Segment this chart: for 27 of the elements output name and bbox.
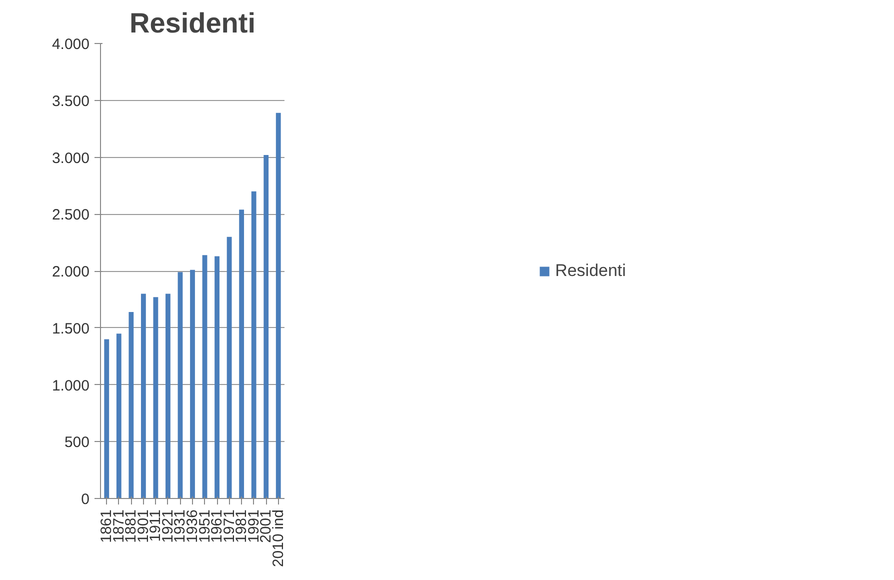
bar [214, 256, 220, 498]
bar [239, 210, 244, 498]
bar [190, 270, 195, 498]
bar [153, 297, 158, 498]
y-tick-label: 1.000 [52, 377, 90, 394]
bar [251, 191, 256, 498]
bar [104, 339, 110, 498]
y-tick-label: 2.000 [52, 264, 90, 280]
bar [166, 294, 170, 498]
bar [264, 154, 269, 498]
y-tick-label: 3.000 [52, 150, 90, 167]
bar [178, 272, 183, 498]
y-tick-label: 2.500 [52, 206, 90, 224]
bar [276, 112, 281, 498]
y-tick-label: 500 [64, 434, 90, 452]
legend-label: Residenti [555, 260, 626, 280]
bar [226, 236, 232, 498]
bar [116, 334, 122, 498]
bar [202, 255, 208, 498]
bar [140, 294, 146, 498]
x-tick-label: 2010 ind [270, 509, 287, 568]
y-tick-label: 4.000 [52, 36, 90, 53]
chart-title: Residenti [129, 8, 256, 38]
y-tick-label: 0 [81, 491, 90, 508]
bar [128, 312, 134, 498]
y-tick-label: 3.500 [52, 92, 90, 110]
y-tick-label: 1.500 [52, 320, 90, 338]
